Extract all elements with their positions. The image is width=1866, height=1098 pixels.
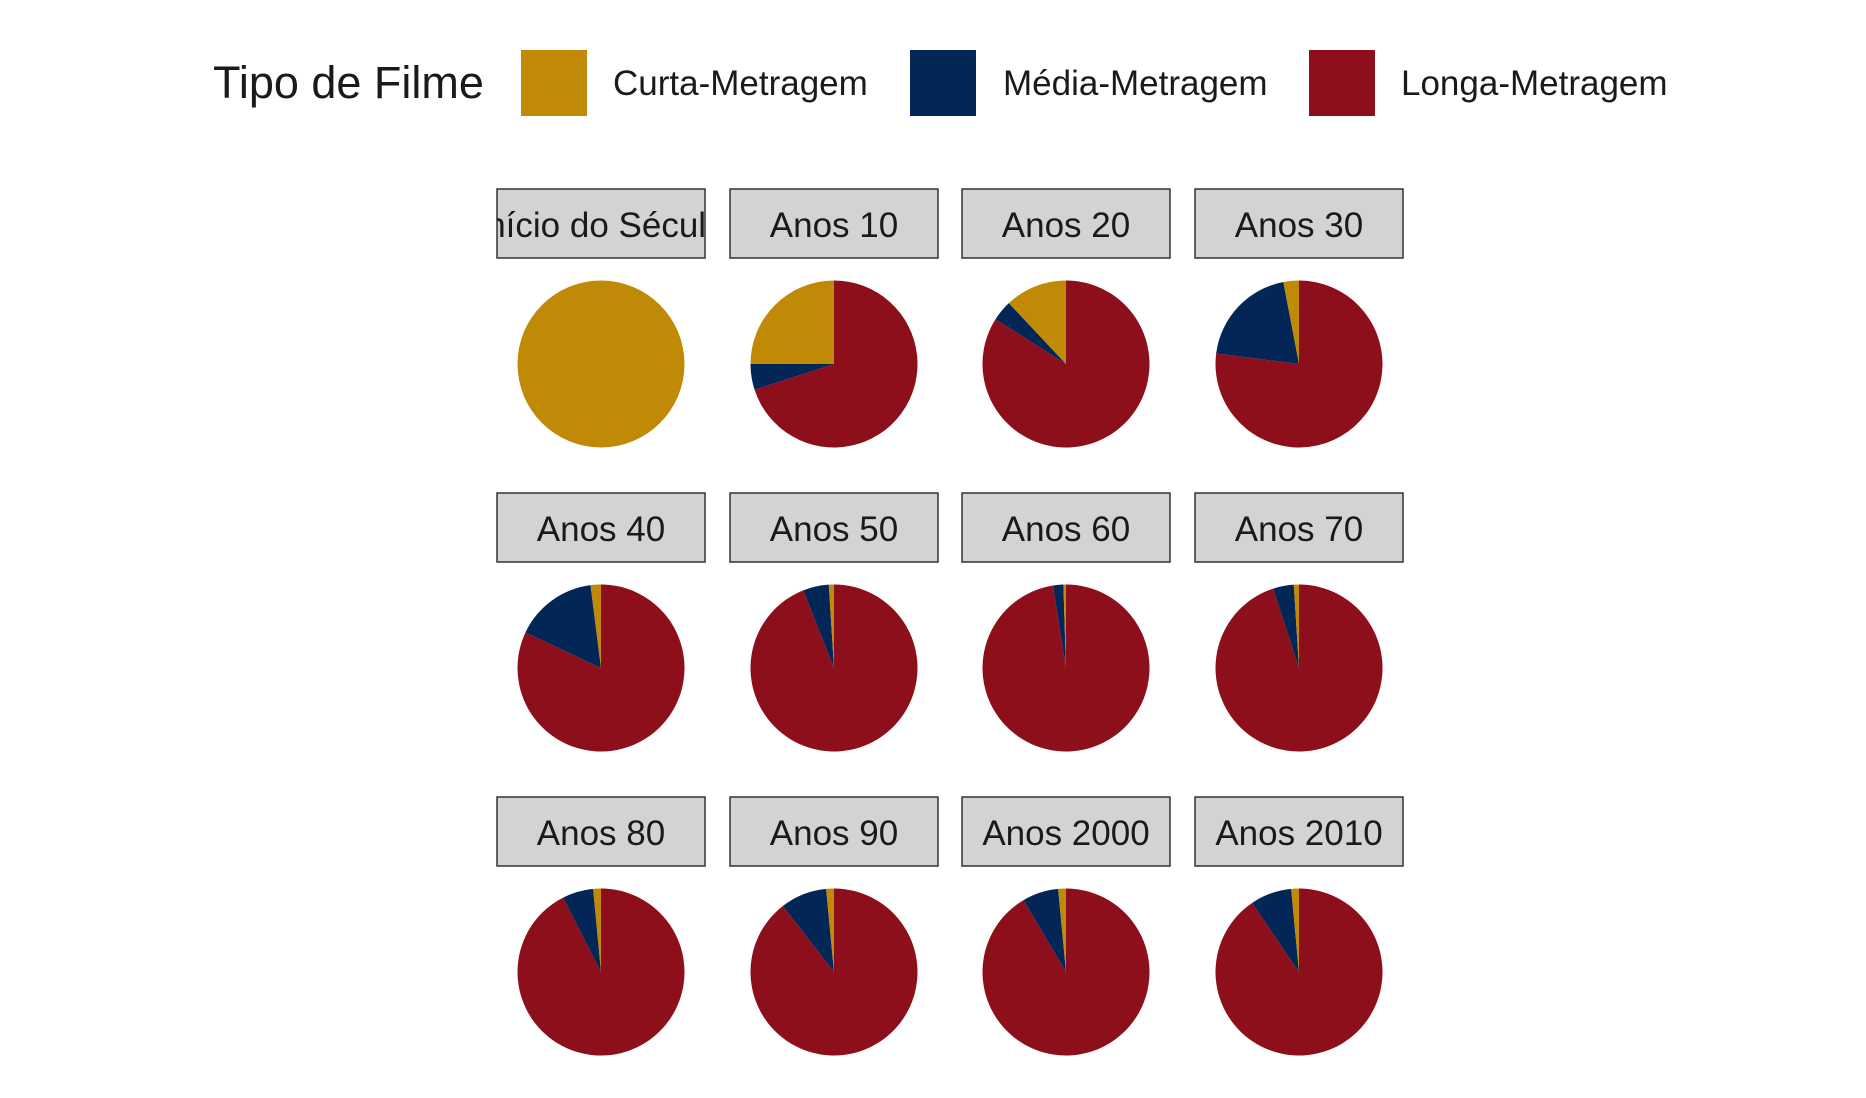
facet-panel: Anos 70 (1194, 492, 1404, 752)
pie-slice (517, 888, 685, 1056)
legend-swatch (1309, 50, 1375, 116)
facet-strip (496, 796, 706, 867)
pie-slice (1273, 584, 1299, 668)
facet-strip-label: Anos 2010 (1215, 814, 1382, 853)
legend-label: Longa-Metragem (1401, 64, 1668, 103)
facet-strip (961, 188, 1171, 259)
pie-slice (750, 364, 834, 390)
facet-strip (961, 492, 1171, 563)
legend-title: Tipo de Filme (213, 57, 484, 108)
pie-slice (517, 584, 685, 752)
pie-slice (1283, 280, 1299, 364)
pie-slice (563, 888, 601, 972)
pie-slice (750, 584, 918, 752)
pie-slice (1052, 584, 1066, 668)
facet-strip (1194, 492, 1404, 563)
facet-panel: Anos 90 (729, 796, 939, 1056)
facet-strip-label: Anos 2000 (982, 814, 1149, 853)
legend-label: Curta-Metragem (613, 64, 868, 103)
facet-panel: Início do Século (476, 188, 725, 448)
pie-slice (1291, 888, 1299, 972)
facet-panel: Anos 80 (496, 796, 706, 1056)
facet-panel: Anos 30 (1194, 188, 1404, 448)
facet-strip (1194, 188, 1404, 259)
pie-slice (1023, 888, 1066, 972)
pie-slice (995, 303, 1066, 364)
facet-strip-label: Anos 10 (770, 206, 898, 245)
legend-label: Média-Metragem (1003, 64, 1268, 103)
facet-strip-label: Anos 30 (1235, 206, 1363, 245)
pie-slice (803, 584, 834, 668)
facet-strip-label: Anos 20 (1002, 206, 1130, 245)
pie-slice (750, 280, 834, 364)
facet-strip (496, 188, 706, 259)
pie-slice (1063, 584, 1066, 668)
pie-slice (1293, 584, 1299, 668)
pie-slice (826, 888, 834, 972)
pie-slice (754, 280, 918, 448)
pie-slice (750, 888, 918, 1056)
pie-slice (517, 280, 685, 448)
pie-slice (593, 888, 601, 972)
legend: Tipo de Filme Curta-Metragem Média-Metrag… (213, 50, 1668, 116)
pie-slice (782, 888, 834, 972)
facet-strip-label: Início do Século (476, 206, 725, 245)
facet-strip (729, 492, 939, 563)
pie-slice (1215, 280, 1383, 448)
pie-slice (982, 888, 1150, 1056)
facet-strip-label: Anos 70 (1235, 510, 1363, 549)
pie-slice (982, 584, 1150, 752)
facet-strip-label: Anos 90 (770, 814, 898, 853)
facet-panel: Anos 60 (961, 492, 1171, 752)
pie-slice (525, 585, 601, 668)
pie-slice (1215, 584, 1383, 752)
facet-panels: Início do Século Anos 10 Anos 20 Anos 30 Ano… (476, 188, 1404, 1056)
facet-panel: Anos 2010 (1194, 796, 1404, 1056)
facet-panel: Anos 10 (729, 188, 939, 448)
facet-strip-label: Anos 50 (770, 510, 898, 549)
pie-slice (982, 280, 1150, 448)
facet-strip (1194, 796, 1404, 867)
facet-strip-label: Anos 60 (1002, 510, 1130, 549)
facet-panel: Anos 50 (729, 492, 939, 752)
pie-slice (828, 584, 834, 668)
pie-slice (590, 584, 601, 668)
facet-strip (961, 796, 1171, 867)
pie-slice (1216, 281, 1299, 364)
facet-strip (729, 188, 939, 259)
pie-slice (1008, 280, 1066, 364)
pie-slice (1252, 888, 1299, 972)
pie-slice (1058, 888, 1066, 972)
facet-strip (729, 796, 939, 867)
facet-panel: Anos 2000 (961, 796, 1171, 1056)
pie-slice (1215, 888, 1383, 1056)
facet-panel: Anos 40 (496, 492, 706, 752)
legend-swatch (910, 50, 976, 116)
facet-strip (496, 492, 706, 563)
facet-strip-label: Anos 80 (537, 814, 665, 853)
facet-strip-label: Anos 40 (537, 510, 665, 549)
facet-panel: Anos 20 (961, 188, 1171, 448)
legend-swatch (521, 50, 587, 116)
